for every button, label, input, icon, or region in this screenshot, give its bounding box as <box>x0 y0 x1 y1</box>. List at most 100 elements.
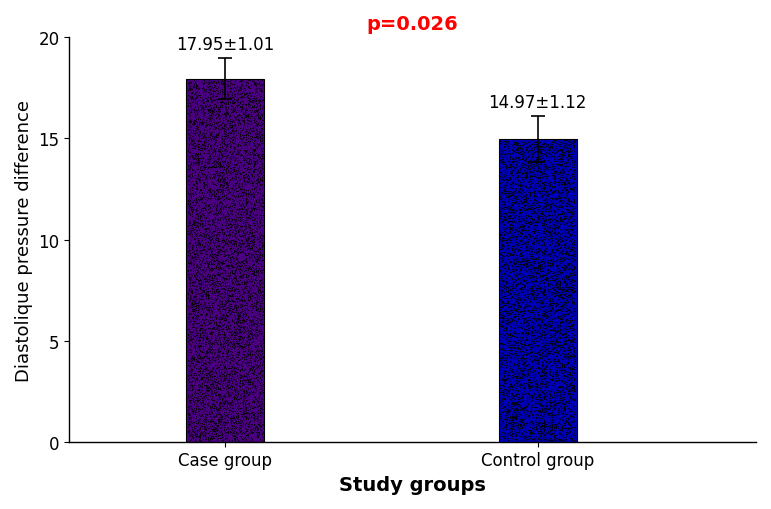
Point <box>537 288 550 296</box>
Point <box>510 400 522 408</box>
Point <box>190 84 203 93</box>
Point <box>500 279 513 288</box>
Point <box>527 435 540 443</box>
Point <box>246 408 258 416</box>
Point <box>209 377 221 385</box>
Point <box>535 228 547 236</box>
Point <box>257 97 269 105</box>
Point <box>549 285 561 293</box>
Point <box>253 178 265 186</box>
Point <box>568 221 581 230</box>
Point <box>564 405 577 413</box>
Point <box>193 285 205 293</box>
Point <box>502 399 514 407</box>
Point <box>204 188 216 196</box>
Point <box>215 375 227 383</box>
Point <box>229 286 241 294</box>
Point <box>225 208 237 216</box>
Point <box>527 296 539 304</box>
Point <box>568 353 581 361</box>
Point <box>214 303 226 312</box>
Point <box>237 264 249 272</box>
Point <box>192 157 204 165</box>
Point <box>557 307 569 315</box>
Point <box>229 369 241 377</box>
Point <box>255 232 268 240</box>
Point <box>507 300 519 308</box>
Point <box>526 150 538 158</box>
Point <box>530 237 542 245</box>
Point <box>545 421 557 430</box>
Point <box>533 418 545 426</box>
Point <box>194 119 206 127</box>
Point <box>241 103 254 111</box>
Point <box>561 378 573 386</box>
Point <box>220 132 232 140</box>
Point <box>504 303 517 312</box>
Point <box>224 78 237 86</box>
Point <box>187 150 199 158</box>
Point <box>242 306 254 315</box>
Point <box>500 210 513 218</box>
Point <box>520 260 533 268</box>
Point <box>239 378 251 386</box>
Point <box>512 329 524 337</box>
Point <box>509 169 521 178</box>
Point <box>190 402 202 410</box>
Point <box>234 360 247 369</box>
Point <box>496 151 508 159</box>
Point <box>199 282 211 291</box>
Point <box>241 239 254 247</box>
Point <box>210 283 222 291</box>
Point <box>508 398 520 406</box>
Point <box>516 342 528 350</box>
Point <box>534 210 547 218</box>
Point <box>554 259 567 267</box>
Point <box>234 196 247 205</box>
Point <box>505 293 517 301</box>
Point <box>567 212 579 220</box>
Point <box>233 148 245 156</box>
Point <box>202 359 214 367</box>
Point <box>203 158 215 166</box>
Point <box>496 314 508 322</box>
Point <box>501 384 513 392</box>
Point <box>538 162 550 171</box>
Point <box>544 309 557 318</box>
Point <box>206 253 218 262</box>
Point <box>533 404 545 412</box>
Point <box>512 305 524 313</box>
Point <box>508 407 520 415</box>
Point <box>253 198 265 206</box>
Point <box>201 287 214 295</box>
Point <box>197 244 209 252</box>
Point <box>550 359 563 367</box>
Point <box>236 135 248 144</box>
Point <box>194 147 206 155</box>
Point <box>545 262 557 270</box>
Point <box>204 336 217 344</box>
Point <box>523 340 535 348</box>
Point <box>539 346 551 354</box>
Point <box>563 199 575 207</box>
Point <box>498 377 510 385</box>
Point <box>523 413 535 421</box>
Point <box>206 135 218 143</box>
Point <box>523 152 535 160</box>
Point <box>495 246 507 254</box>
Point <box>187 120 200 128</box>
Point <box>520 194 533 202</box>
Point <box>525 354 537 362</box>
Point <box>205 344 217 352</box>
Point <box>200 242 213 250</box>
Point <box>195 343 207 351</box>
Point <box>509 314 521 322</box>
Point <box>494 187 507 195</box>
Point <box>557 408 570 416</box>
Point <box>562 244 574 252</box>
Point <box>186 133 198 141</box>
Point <box>228 380 241 388</box>
Point <box>254 219 267 228</box>
Point <box>240 134 252 142</box>
Point <box>498 206 510 214</box>
